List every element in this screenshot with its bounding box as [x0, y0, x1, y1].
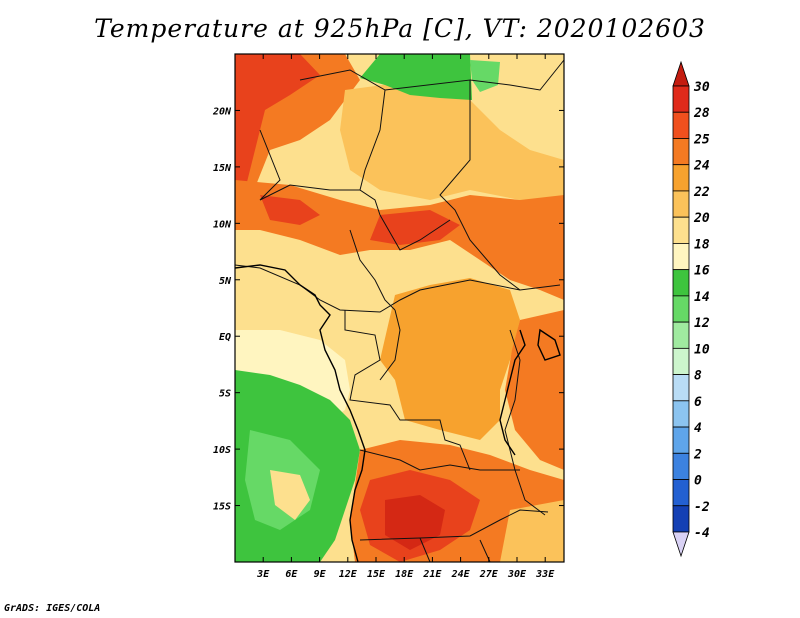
colorbar-swatch	[672, 216, 690, 244]
map-frame	[234, 53, 565, 563]
y-axis: 20N 15N 10N 5N EQ 5S 10S 15S	[212, 106, 564, 513]
x-axis: 3E 6E 9E 12E 15E 18E 21E 24E 27E 30E 33E	[256, 54, 555, 580]
colorbar-label: 0	[694, 474, 702, 489]
x-tick-label: 12E	[339, 569, 358, 580]
map-field	[235, 54, 564, 562]
y-tick-label: 15N	[213, 163, 232, 174]
field-northwest-veryhot	[235, 54, 320, 200]
field-east-hot	[505, 310, 564, 470]
colorbar-label: 12	[694, 316, 710, 331]
field-band-10n-west	[260, 195, 320, 225]
y-tick-label: EQ	[219, 332, 231, 343]
field-southeast-orange	[500, 500, 564, 562]
colorbar-label: 28	[693, 106, 710, 121]
colorbar-label: 2	[693, 447, 702, 462]
colorbar-swatch	[672, 111, 690, 139]
colorbar-label: 10	[694, 342, 710, 357]
coastlines	[235, 264, 561, 562]
colorbar-label: 18	[694, 237, 710, 252]
colorbar-label: -2	[694, 500, 710, 515]
colorbar-swatch	[672, 374, 690, 402]
y-tick-label: 15S	[213, 502, 231, 513]
colorbar-swatch	[672, 295, 690, 323]
colorbar-swatch	[672, 452, 690, 480]
x-tick-label: 24E	[451, 569, 471, 580]
colorbar-swatch	[672, 347, 690, 375]
field-congo-basin	[380, 278, 520, 440]
x-tick-label: 3E	[256, 569, 270, 580]
colorbar-label: 14	[694, 290, 710, 305]
colorbar-swatch	[672, 85, 690, 113]
colorbar-label: 6	[694, 395, 702, 410]
field-north-green	[360, 54, 472, 100]
colorbar-swatch	[672, 243, 690, 271]
colorbar-label: -4	[694, 526, 710, 541]
colorbar-swatch	[672, 479, 690, 507]
field-sahel-orange	[340, 80, 564, 200]
x-tick-label: 21E	[422, 569, 442, 580]
y-tick-label: 5S	[219, 389, 231, 400]
x-tick-label: 9E	[314, 569, 327, 580]
y-tick-label: 5N	[219, 276, 232, 287]
map-title: Temperature at 925hPa [C], VT: 202010260…	[94, 14, 706, 43]
colorbar-swatch	[672, 138, 690, 166]
colorbar-label: 22	[693, 185, 710, 200]
x-tick-label: 33E	[535, 569, 555, 580]
colorbar-swatch	[672, 164, 690, 192]
colorbar-label: 8	[694, 369, 702, 384]
x-tick-label: 15E	[367, 569, 386, 580]
y-tick-label: 20N	[212, 106, 232, 117]
colorbar-label: 4	[694, 421, 702, 436]
grads-credit: GrADS: IGES/COLA	[4, 603, 101, 614]
field-atlantic-pale	[270, 470, 310, 520]
field-south-core	[385, 495, 445, 550]
colorbar-label: 20	[693, 211, 710, 226]
x-tick-label: 30E	[507, 569, 527, 580]
x-tick-label: 18E	[395, 569, 414, 580]
colorbar-label: 25	[693, 132, 710, 147]
colorbar-swatch	[672, 269, 690, 297]
colorbar-label: 30	[693, 80, 710, 95]
colorbar-label: 16	[694, 264, 710, 279]
colorbar-bottom-arrow	[672, 531, 690, 558]
colorbar-swatch	[672, 426, 690, 454]
y-tick-label: 10S	[213, 445, 231, 456]
x-tick-label: 6E	[285, 569, 298, 580]
colorbar-swatch	[672, 321, 690, 349]
colorbar-swatch	[672, 190, 690, 218]
colorbar-swatch	[672, 505, 690, 533]
colorbar-label: 24	[693, 159, 710, 174]
y-tick-label: 10N	[213, 219, 232, 230]
x-tick-label: 27E	[479, 569, 499, 580]
colorbar-swatch	[672, 400, 690, 428]
colorbar-top-arrow	[672, 60, 690, 87]
field-north-green-small	[470, 60, 500, 92]
